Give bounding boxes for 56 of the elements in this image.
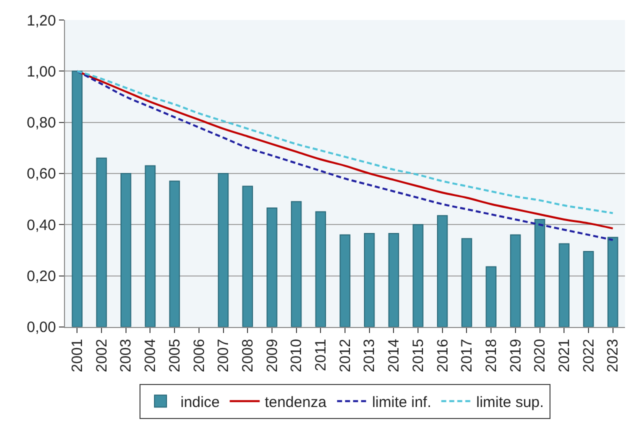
legend-label: limite inf.: [372, 394, 432, 411]
x-tick-label: 2002: [93, 338, 110, 372]
bar: [461, 238, 472, 327]
x-tick-label: 2001: [69, 338, 86, 372]
bar: [412, 224, 424, 327]
bar: [169, 180, 180, 327]
bar: [218, 172, 229, 327]
bar: [72, 70, 83, 327]
x-tick-label: 2018: [482, 338, 500, 372]
bar: [558, 243, 570, 327]
bar: [534, 218, 546, 327]
y-tick-label: 0,60: [26, 166, 56, 183]
legend-label: tendenza: [264, 394, 328, 411]
legend-label: limite sup.: [476, 394, 544, 411]
y-tick-label: 1,20: [26, 12, 56, 30]
x-tick-label: 2012: [336, 338, 354, 372]
bar: [266, 207, 278, 327]
y-tick-label: 0,40: [26, 216, 56, 234]
x-tick-label: 2013: [361, 338, 378, 372]
x-tick-label: 2011: [312, 338, 330, 372]
bar: [144, 165, 156, 327]
x-tick-label: 2016: [434, 338, 452, 372]
x-tick-label: 2010: [288, 338, 306, 372]
bar: [315, 211, 326, 327]
x-tick-label: 2003: [118, 338, 135, 372]
x-tick-label: 2008: [239, 338, 256, 372]
x-tick-label: 2019: [507, 338, 524, 372]
bar: [290, 201, 302, 327]
y-tick-label: 0,20: [26, 268, 56, 285]
bar: [242, 186, 253, 327]
x-tick-label: 2022: [580, 338, 598, 372]
x-tick-label: 2014: [386, 338, 403, 372]
bar: [486, 266, 496, 327]
bar: [96, 158, 107, 327]
x-tick-label: 2020: [532, 338, 549, 372]
x-tick-label: 2015: [410, 338, 427, 372]
bar: [364, 233, 375, 327]
bar: [120, 172, 132, 327]
y-tick-label: 0,80: [26, 114, 56, 132]
x-tick-label: 2007: [215, 338, 232, 372]
x-tick-label: 2005: [166, 338, 184, 372]
x-tick-label: 2006: [190, 338, 208, 372]
bar: [583, 250, 594, 327]
x-tick-label: 2004: [142, 338, 160, 372]
legend-label: indice: [180, 394, 220, 411]
bar: [388, 233, 400, 327]
x-tick-label: 2017: [458, 338, 476, 372]
x-tick-label: 2023: [604, 338, 622, 372]
y-tick-label: 0,00: [26, 319, 56, 336]
x-tick-label: 2009: [264, 338, 281, 372]
bar: [340, 234, 350, 327]
x-tick-label: 2021: [556, 338, 574, 372]
bar: [510, 234, 521, 327]
bar: [437, 215, 448, 327]
y-tick-label: 1,00: [26, 63, 56, 80]
bar: [607, 236, 618, 327]
